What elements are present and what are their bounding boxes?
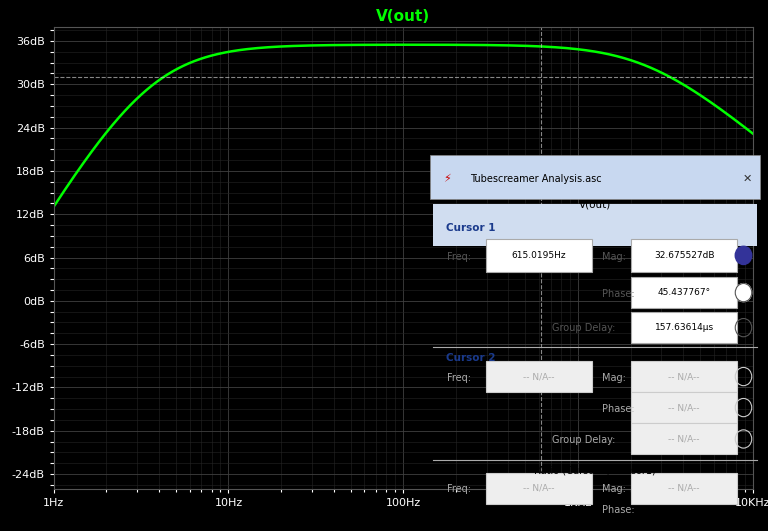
Text: Cursor 2: Cursor 2 <box>446 353 496 363</box>
Title: V(out): V(out) <box>376 9 430 24</box>
FancyBboxPatch shape <box>631 473 737 503</box>
Text: Group Delay:: Group Delay: <box>552 435 615 444</box>
Text: Group Delay:: Group Delay: <box>552 323 615 333</box>
Text: Mag:: Mag: <box>601 252 625 262</box>
Text: Tubescreamer Analysis.asc: Tubescreamer Analysis.asc <box>470 174 601 184</box>
Circle shape <box>735 246 752 264</box>
FancyBboxPatch shape <box>631 312 737 343</box>
Text: 45.437767°: 45.437767° <box>657 288 710 297</box>
Text: -- N/A--: -- N/A-- <box>668 403 700 412</box>
FancyBboxPatch shape <box>430 155 760 199</box>
FancyBboxPatch shape <box>631 239 737 272</box>
FancyBboxPatch shape <box>433 204 756 246</box>
Text: -- N/A--: -- N/A-- <box>668 434 700 443</box>
Circle shape <box>735 284 752 302</box>
Text: Mag:: Mag: <box>601 484 625 494</box>
Text: Phase:: Phase: <box>601 289 634 299</box>
Text: ✕: ✕ <box>742 174 751 184</box>
Text: V(out): V(out) <box>579 199 611 209</box>
Text: 32.675527dB: 32.675527dB <box>654 251 714 260</box>
Text: Freq:: Freq: <box>446 252 471 262</box>
Text: -- N/A--: -- N/A-- <box>523 483 554 492</box>
Text: Ratio (Cursor2 / Cursor1): Ratio (Cursor2 / Cursor1) <box>534 466 656 476</box>
FancyBboxPatch shape <box>631 361 737 392</box>
Text: -- N/A--: -- N/A-- <box>668 483 700 492</box>
Text: Mag:: Mag: <box>601 373 625 383</box>
FancyBboxPatch shape <box>486 361 591 392</box>
Text: Phase:: Phase: <box>601 505 634 515</box>
Text: ⚡: ⚡ <box>442 174 450 184</box>
FancyBboxPatch shape <box>631 277 737 309</box>
Text: Freq:: Freq: <box>446 484 471 494</box>
Text: 157.63614μs: 157.63614μs <box>654 323 713 332</box>
Text: 615.0195Hz: 615.0195Hz <box>511 251 566 260</box>
Text: -- N/A--: -- N/A-- <box>668 372 700 381</box>
FancyBboxPatch shape <box>486 473 591 503</box>
Text: -- N/A--: -- N/A-- <box>523 372 554 381</box>
FancyBboxPatch shape <box>486 239 591 272</box>
FancyBboxPatch shape <box>631 392 737 423</box>
Text: Freq:: Freq: <box>446 373 471 383</box>
Text: Phase:: Phase: <box>601 404 634 414</box>
Text: Cursor 1: Cursor 1 <box>446 223 496 233</box>
FancyBboxPatch shape <box>631 423 737 455</box>
